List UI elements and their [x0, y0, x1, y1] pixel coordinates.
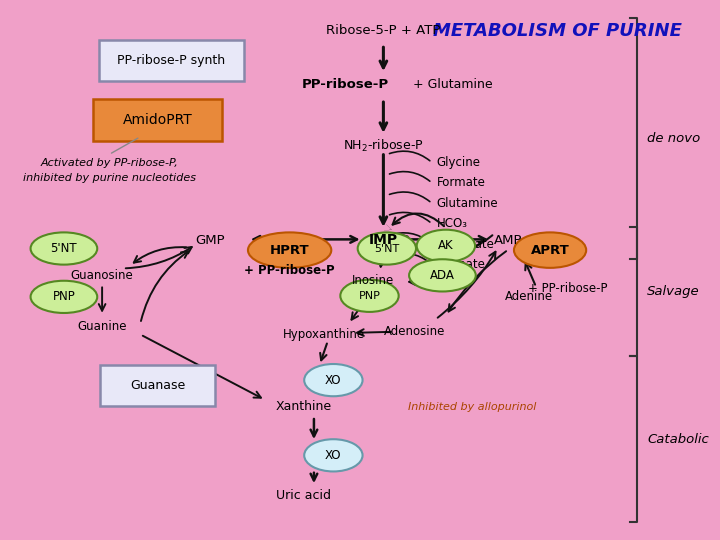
Text: GMP: GMP: [195, 234, 225, 247]
Ellipse shape: [30, 232, 97, 265]
Text: AmidoPRT: AmidoPRT: [123, 112, 192, 126]
FancyBboxPatch shape: [94, 99, 222, 140]
Text: Glutamine: Glutamine: [437, 197, 498, 210]
Ellipse shape: [358, 232, 416, 265]
Text: AK: AK: [438, 239, 454, 252]
Text: Guanase: Guanase: [130, 379, 185, 392]
Text: + Glutamine: + Glutamine: [413, 78, 492, 91]
Text: Inosine: Inosine: [352, 274, 394, 287]
Text: Adenine: Adenine: [505, 291, 553, 303]
Text: Formate: Formate: [437, 177, 486, 190]
Ellipse shape: [305, 364, 363, 396]
FancyBboxPatch shape: [100, 366, 215, 406]
Text: APRT: APRT: [531, 244, 570, 256]
Ellipse shape: [248, 232, 331, 268]
Text: Adenosine: Adenosine: [384, 325, 446, 338]
Text: PP-ribose-P synth: PP-ribose-P synth: [117, 54, 225, 67]
Text: Hypoxanthine: Hypoxanthine: [283, 328, 366, 341]
Text: PNP: PNP: [53, 291, 76, 303]
Text: + PP-ribose-P: + PP-ribose-P: [528, 282, 607, 295]
Text: Guanosine: Guanosine: [71, 269, 133, 282]
Text: 5'NT: 5'NT: [50, 242, 77, 255]
Text: Uric acid: Uric acid: [276, 489, 331, 502]
Text: + PP-ribose-P: + PP-ribose-P: [244, 264, 335, 276]
Text: inhibited by purine nucleotides: inhibited by purine nucleotides: [22, 173, 196, 183]
Text: PNP: PNP: [359, 291, 380, 301]
Text: Ribose-5-P + ATP: Ribose-5-P + ATP: [326, 24, 441, 37]
Text: IMP: IMP: [369, 233, 398, 247]
FancyBboxPatch shape: [99, 39, 245, 82]
Text: Xanthine: Xanthine: [276, 401, 332, 414]
Text: Aspartate: Aspartate: [437, 238, 495, 251]
Text: 5'NT: 5'NT: [374, 244, 400, 253]
Text: Formate: Formate: [437, 258, 486, 271]
Text: XO: XO: [325, 449, 341, 462]
Text: XO: XO: [325, 374, 341, 387]
Text: Inhibited by allopurinol: Inhibited by allopurinol: [408, 402, 536, 412]
Ellipse shape: [341, 280, 399, 312]
Text: Activated by PP-ribose-P,: Activated by PP-ribose-P,: [40, 158, 178, 167]
Text: Catabolic: Catabolic: [647, 433, 709, 446]
Text: HPRT: HPRT: [270, 244, 310, 256]
Text: Guanine: Guanine: [77, 320, 127, 333]
Text: METABOLISM OF PURINE: METABOLISM OF PURINE: [433, 22, 681, 40]
Ellipse shape: [305, 439, 363, 471]
Text: de novo: de novo: [647, 132, 701, 145]
Text: ADA: ADA: [430, 269, 455, 282]
Ellipse shape: [409, 259, 476, 292]
Text: HCO₃: HCO₃: [437, 217, 468, 230]
Text: PP-ribose-P: PP-ribose-P: [302, 78, 389, 91]
Ellipse shape: [514, 232, 586, 268]
Text: Glycine: Glycine: [437, 156, 481, 169]
Ellipse shape: [417, 230, 475, 262]
Text: NH$_2$-ribose-P: NH$_2$-ribose-P: [343, 138, 424, 154]
Ellipse shape: [30, 281, 97, 313]
Text: AMP: AMP: [494, 234, 523, 247]
Text: Salvage: Salvage: [647, 285, 700, 298]
